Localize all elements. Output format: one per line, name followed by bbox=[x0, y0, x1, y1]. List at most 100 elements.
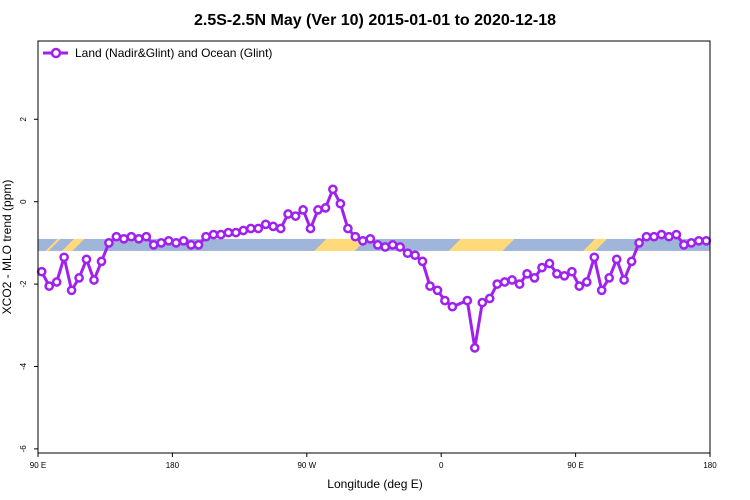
data-point bbox=[335, 198, 346, 209]
data-point bbox=[313, 205, 323, 215]
data-point bbox=[477, 297, 488, 308]
data-point bbox=[701, 235, 712, 246]
data-point bbox=[81, 254, 92, 265]
data-point bbox=[626, 256, 637, 267]
data-point bbox=[119, 233, 129, 244]
data-point bbox=[499, 277, 510, 287]
data-point bbox=[238, 225, 249, 236]
data-point bbox=[283, 209, 293, 219]
x-tick-label: 90 E bbox=[567, 461, 583, 470]
data-point bbox=[552, 268, 562, 279]
y-tick-label: -4 bbox=[19, 362, 28, 370]
x-tick-label: 180 bbox=[166, 461, 180, 470]
legend: Land (Nadir&Glint) and Ocean (Glint) bbox=[43, 46, 272, 60]
data-point bbox=[141, 231, 152, 242]
data-point bbox=[74, 273, 84, 283]
data-point bbox=[163, 235, 174, 246]
data-point bbox=[514, 279, 525, 289]
chart-title: 2.5S-2.5N May (Ver 10) 2015-01-01 to 202… bbox=[194, 12, 556, 29]
data-point bbox=[96, 256, 107, 267]
data-point bbox=[178, 235, 189, 246]
data-point bbox=[425, 281, 435, 291]
x-axis: 90 E 180 90 W 0 90 E 180 bbox=[30, 453, 717, 470]
legend-label: Land (Nadir&Glint) and Ocean (Glint) bbox=[75, 46, 272, 60]
y-tick-label: 2 bbox=[19, 117, 28, 122]
data-point bbox=[51, 277, 62, 287]
surface-band-highlight bbox=[61, 238, 85, 251]
data-point bbox=[656, 229, 667, 240]
data-point bbox=[59, 252, 69, 263]
data-point bbox=[36, 266, 47, 277]
data-point bbox=[148, 240, 159, 250]
series-line bbox=[40, 187, 707, 350]
x-tick-label: 90 E bbox=[30, 461, 46, 470]
data-point bbox=[89, 275, 99, 285]
data-point bbox=[417, 256, 428, 267]
data-point bbox=[649, 231, 659, 242]
data-point bbox=[328, 184, 338, 195]
surface-band-highlight bbox=[448, 238, 515, 251]
x-tick-label: 180 bbox=[703, 461, 717, 470]
data-point bbox=[231, 227, 241, 238]
data-point bbox=[111, 231, 122, 242]
data-point bbox=[581, 277, 592, 287]
data-point bbox=[604, 273, 615, 283]
data-point bbox=[245, 223, 256, 234]
data-point bbox=[350, 231, 361, 242]
y-tick-label: -2 bbox=[19, 280, 28, 288]
data-point bbox=[44, 281, 55, 291]
data-point bbox=[290, 211, 301, 221]
data-point bbox=[223, 227, 234, 238]
data-point bbox=[432, 285, 443, 296]
data-point bbox=[216, 229, 226, 240]
data-point bbox=[133, 233, 144, 244]
data-point bbox=[529, 273, 540, 283]
x-tick-label: 90 W bbox=[297, 461, 316, 470]
data-point bbox=[171, 238, 181, 248]
data-point bbox=[522, 268, 532, 279]
data-point bbox=[537, 262, 547, 273]
data-point bbox=[447, 301, 458, 312]
data-point bbox=[380, 242, 391, 252]
data-point bbox=[469, 343, 480, 353]
data-point bbox=[686, 238, 697, 248]
data-point bbox=[544, 258, 555, 269]
data-point bbox=[253, 223, 264, 234]
data-point bbox=[402, 248, 413, 259]
y-axis: -6 -4 -2 0 2 bbox=[19, 117, 38, 452]
data-point bbox=[679, 240, 689, 250]
data-point bbox=[320, 203, 331, 213]
data-point bbox=[395, 242, 405, 252]
data-point bbox=[589, 252, 600, 263]
data-point bbox=[492, 279, 503, 289]
data-point bbox=[596, 285, 607, 296]
x-tick-label: 0 bbox=[439, 461, 444, 470]
surface-band-highlight bbox=[45, 238, 61, 251]
data-point bbox=[104, 238, 114, 248]
y-tick-label: 0 bbox=[19, 199, 28, 204]
plot-frame bbox=[37, 40, 711, 454]
series-layer bbox=[36, 184, 712, 353]
x-axis-label: Longitude (deg E) bbox=[327, 477, 422, 491]
data-point bbox=[357, 235, 368, 246]
data-point bbox=[208, 229, 219, 240]
data-point bbox=[440, 295, 450, 306]
data-point bbox=[298, 205, 308, 215]
data-point bbox=[462, 295, 473, 306]
y-axis-label: XCO2 - MLO trend (ppm) bbox=[0, 180, 14, 315]
legend-marker-swatch bbox=[50, 47, 62, 59]
data-point bbox=[343, 223, 353, 234]
data-point bbox=[507, 275, 517, 285]
data-point bbox=[619, 275, 629, 285]
data-point bbox=[634, 238, 644, 248]
surface-band-highlight bbox=[314, 238, 367, 251]
data-point bbox=[410, 250, 420, 261]
data-point bbox=[186, 240, 196, 250]
data-point bbox=[372, 240, 383, 250]
data-point bbox=[559, 270, 570, 281]
data-point bbox=[484, 293, 495, 304]
surface-band-highlight bbox=[583, 238, 607, 251]
data-point bbox=[156, 238, 167, 248]
data-point bbox=[693, 235, 704, 246]
